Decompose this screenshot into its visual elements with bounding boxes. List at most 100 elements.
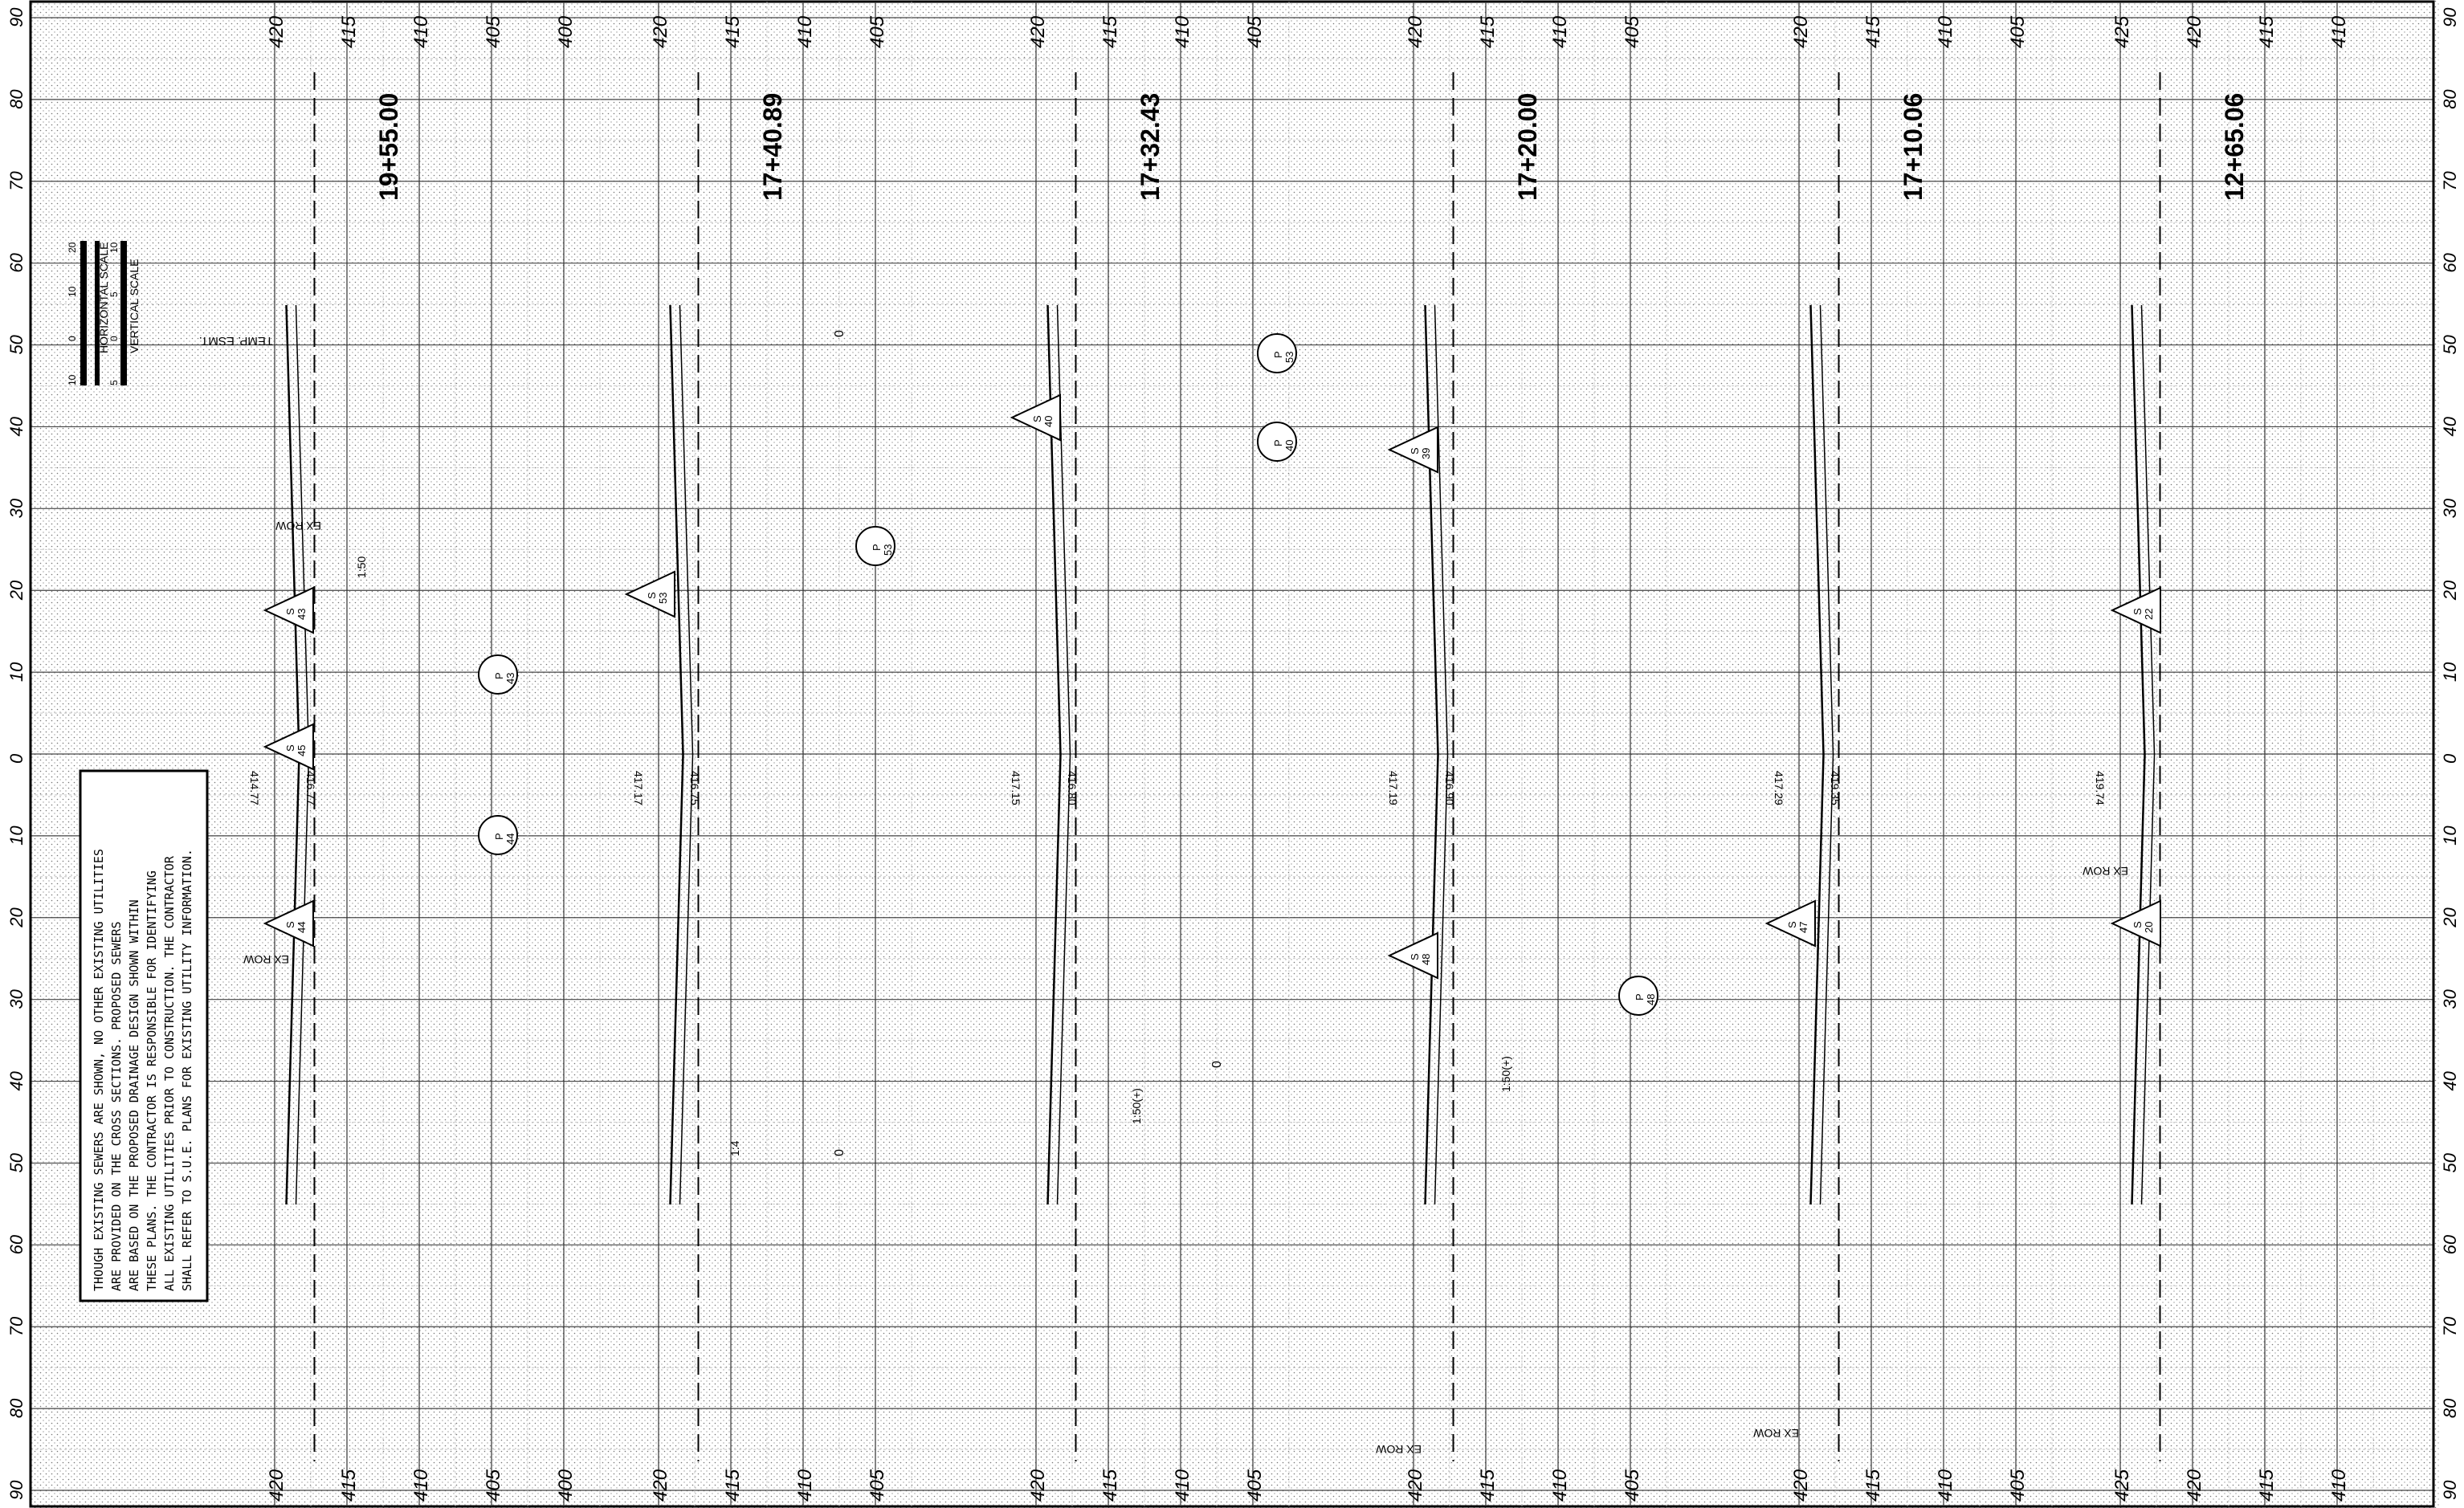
station-label: 17+40.89 <box>758 93 787 201</box>
cross-section: 420 420 415 415 410 410 405 405 17+20.00 <box>1405 2 1667 1506</box>
roadway-profile-bottom <box>2140 304 2156 1205</box>
slope-label: 1:50 <box>355 556 368 578</box>
note-line: SHALL REFER TO S.U.E. PLANS FOR EXISTING… <box>180 849 194 1291</box>
temp-esmt-label: TEMP. ESMT. <box>199 334 273 348</box>
roadway-profile-bottom <box>1819 304 1834 1205</box>
roadway-profile-bottom <box>1056 304 1071 1205</box>
note-line: ARE PROVIDED ON THE CROSS SECTIONS. PROP… <box>109 921 124 1291</box>
offset-label: 70 <box>6 171 27 191</box>
scale-tick: 5 <box>108 291 120 297</box>
structure-type: P <box>1634 993 1646 1001</box>
structure-number: 47 <box>1797 922 1809 933</box>
pipe-structure-tag: P 43 <box>478 654 518 695</box>
note-line: ARE BASED ON THE PROPOSED DRAINAGE DESIG… <box>127 899 141 1291</box>
pipe-structure-tag: P 44 <box>478 815 518 855</box>
elevation-label-top: 415 <box>1477 15 1499 48</box>
note-line: ALL EXISTING UTILITIES PRIOR TO CONSTRUC… <box>162 855 177 1291</box>
structure-type: P <box>1272 439 1284 446</box>
structure-type: S <box>284 744 296 752</box>
offset-label: 80 <box>6 1398 27 1418</box>
offset-label: 20 <box>2440 907 2460 928</box>
elevation-label-bottom: 405 <box>867 1469 888 1502</box>
offset-label: 90 <box>6 7 27 27</box>
structure-number: 53 <box>1283 352 1295 363</box>
structure-number: 39 <box>1420 448 1432 459</box>
grid-lines <box>29 0 2435 1508</box>
scale-tick: 10 <box>67 374 78 385</box>
elevation-label-top: 415 <box>1862 15 1884 48</box>
offset-label: 70 <box>2440 1316 2460 1336</box>
pipe-structure-tag: P 48 <box>1618 976 1658 1016</box>
offset-label: 90 <box>2440 1480 2460 1500</box>
elevation-label-bottom: 425 <box>2111 1469 2133 1502</box>
sewer-structure-tag: S 39 <box>1387 426 1438 474</box>
offset-label: 50 <box>6 1152 27 1172</box>
structure-type: P <box>871 544 883 551</box>
slope-label: 1:4 <box>728 1140 741 1156</box>
offset-label: 10 <box>2440 825 2460 846</box>
offset-label: 40 <box>6 416 27 436</box>
offset-labels-top: 90 80 70 60 50 40 30 20 10 0 10 20 30 40 50 60 70 80 90 <box>6 7 27 1500</box>
elevation-label-top: 425 <box>2111 15 2133 48</box>
cross-sections: 42042041541541041040540540040019+55.0042… <box>199 2 2374 1506</box>
offset-label: 0 <box>6 753 27 764</box>
elevation-label-bottom: 420 <box>1405 1469 1426 1502</box>
horizontal-scale-ticks: 10 0 10 20 5 0 5 10 <box>67 242 120 385</box>
scale-tick: 5 <box>108 380 120 385</box>
elevation-label-top: 400 <box>555 15 577 48</box>
elevation-label-bottom: 420 <box>650 1469 671 1502</box>
offset-label: 30 <box>2440 988 2460 1009</box>
sewer-structure-tag: S 22 <box>2110 586 2161 634</box>
elevation-label-top: 410 <box>410 15 432 48</box>
ex-row-label: EX ROW <box>275 520 321 532</box>
scale-bar: HORIZONTAL SCALE VERTICAL SCALE 10 0 10 20 5… <box>67 241 141 385</box>
offset-label: 30 <box>2440 498 2460 518</box>
offset-label: 70 <box>2440 171 2460 191</box>
structure-type: P <box>493 833 505 840</box>
offset-label: 50 <box>2440 334 2460 354</box>
offset-label: 40 <box>2440 1070 2460 1090</box>
offset-label: 10 <box>2440 662 2460 682</box>
sewer-structure-tag: S 53 <box>624 570 675 618</box>
elevation-label-top: 420 <box>2184 15 2205 48</box>
offset-label: 80 <box>2440 1398 2460 1418</box>
elevation-label-top: 405 <box>1622 15 1643 48</box>
ex-row-label: EX ROW <box>1752 1427 1799 1440</box>
horizontal-scale-label: HORIZONTAL SCALE <box>97 243 110 353</box>
scale-tick: 20 <box>67 242 78 253</box>
note-line: THOUGH EXISTING SEWERS ARE SHOWN, NO OTH… <box>92 849 106 1291</box>
structure-number: 48 <box>1420 954 1432 965</box>
elevation-callout: 416.75 <box>688 771 701 805</box>
roadway-profile <box>2131 304 2146 1205</box>
elevation-label-top: 410 <box>1172 15 1193 48</box>
slope-label: 1:50(+) <box>1499 1056 1512 1092</box>
sewer-structure-tag: S 20 <box>2110 899 2161 948</box>
offset-label: 60 <box>2440 1234 2460 1254</box>
elevation-label-top: 420 <box>1027 15 1049 48</box>
elevation-label-bottom: 405 <box>1244 1469 1266 1502</box>
roadway-profile <box>1046 304 1062 1205</box>
structure-number: 20 <box>2143 922 2155 933</box>
structure-number: 40 <box>1042 416 1055 427</box>
offset-label: 30 <box>6 988 27 1009</box>
note-lines: THOUGH EXISTING SEWERS ARE SHOWN, NO OTH… <box>92 849 194 1291</box>
offset-label: 60 <box>6 1234 27 1254</box>
elevation-callout: 416.80 <box>1066 771 1079 805</box>
offset-label: 90 <box>2440 7 2460 27</box>
offset-label: 10 <box>6 662 27 682</box>
elevation-label-bottom: 415 <box>338 1469 360 1502</box>
elevation-label-bottom: 410 <box>1172 1469 1193 1502</box>
structure-type: P <box>1272 351 1284 358</box>
offset-label: 30 <box>6 498 27 518</box>
elevation-label-top: 405 <box>867 15 888 48</box>
scale-tick: 10 <box>67 286 78 297</box>
structure-number: 44 <box>504 833 516 845</box>
scale-tick: 10 <box>108 242 120 253</box>
offset-label: 10 <box>6 825 27 846</box>
station-label: 17+20.00 <box>1513 93 1542 201</box>
pipe-structure-tag: P 53 <box>1257 333 1297 373</box>
structure-type: S <box>1409 953 1421 960</box>
utility-note: THOUGH EXISTING SEWERS ARE SHOWN, NO OTH… <box>79 769 209 1302</box>
structure-number: 44 <box>296 922 308 933</box>
elevation-label-bottom: 405 <box>483 1469 504 1502</box>
